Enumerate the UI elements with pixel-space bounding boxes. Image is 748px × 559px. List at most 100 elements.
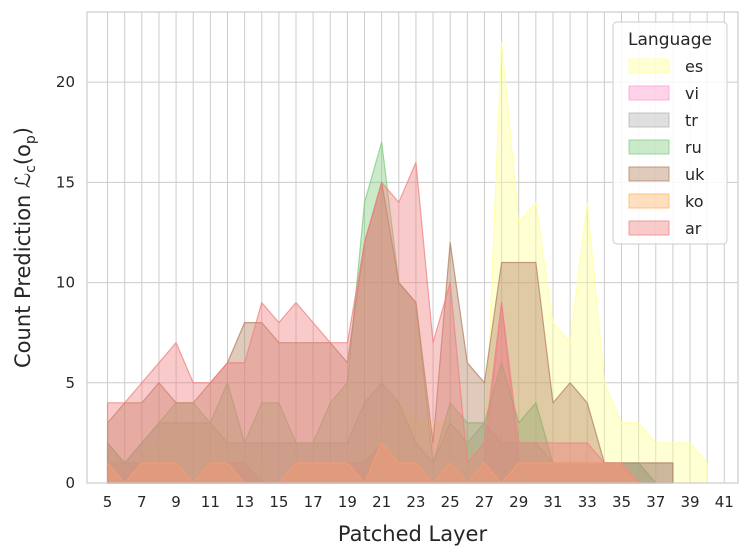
plot-frame [86, 11, 739, 484]
data-point-ar [124, 402, 125, 403]
data-point-ar [193, 382, 194, 383]
data-point-es [655, 442, 656, 443]
area-ko [106, 442, 640, 484]
legend-label: ko [685, 192, 703, 211]
data-point-ar [107, 402, 108, 403]
data-point-ar [330, 342, 331, 343]
y-tick-label: 5 [65, 374, 75, 392]
data-point-ar [244, 362, 245, 363]
data-point-es [707, 462, 708, 463]
legend-swatch [628, 166, 670, 182]
data-point-ar [535, 442, 536, 443]
data-point-uk [467, 362, 468, 363]
x-tick-label: 15 [269, 493, 288, 511]
y-tick-label: 20 [56, 73, 75, 91]
data-point-ar [175, 342, 176, 343]
series-areas [106, 41, 708, 484]
data-point-uk [638, 462, 639, 463]
x-tick-label: 23 [406, 493, 425, 511]
data-point-ar [295, 302, 296, 303]
data-point-ar [570, 442, 571, 443]
y-tick-label: 15 [56, 173, 75, 191]
data-point-ar [261, 302, 262, 303]
data-point-ar [227, 362, 228, 363]
data-point-ar [587, 442, 588, 443]
data-point-ar [467, 462, 468, 463]
x-tick-label: 37 [646, 493, 665, 511]
legend-label: ar [685, 219, 702, 238]
data-point-ar [621, 462, 622, 463]
data-point-es [518, 222, 519, 223]
data-point-ar [313, 322, 314, 323]
legend-item-uk: uk [628, 165, 705, 184]
data-point-es [638, 422, 639, 423]
x-tick-label: 17 [304, 493, 323, 511]
data-point-es [672, 442, 673, 443]
data-point-uk [587, 402, 588, 403]
legend-items: es vi tr ru uk ko ar [628, 57, 705, 238]
data-point-uk [450, 242, 451, 243]
x-tick-label: 5 [103, 493, 113, 511]
x-tick-label: 33 [578, 493, 597, 511]
data-point-ar [141, 382, 142, 383]
data-point-es [621, 422, 622, 423]
tick-labels: 5 7 9 11 13 15 17 19 21 23 25 27 29 31 33 35 37 39 41 0 5 10 1… [56, 73, 734, 511]
x-tick-label: 7 [137, 493, 147, 511]
data-point-es [587, 202, 588, 203]
data-point-ar [604, 462, 605, 463]
x-tick-label: 31 [543, 493, 562, 511]
x-tick-label: 9 [171, 493, 181, 511]
data-point-ar [552, 442, 553, 443]
series-ar [106, 161, 640, 484]
legend-swatch [628, 85, 670, 101]
data-point-ar [347, 342, 348, 343]
x-tick-label: 13 [235, 493, 254, 511]
legend-item-es: es [628, 57, 703, 76]
x-tick-label: 39 [680, 493, 699, 511]
legend-label: es [685, 57, 703, 76]
data-point-ar [484, 442, 485, 443]
x-tick-label: 21 [372, 493, 391, 511]
data-point-es [689, 442, 690, 443]
legend-swatch [628, 58, 670, 74]
legend-item-ko: ko [628, 192, 703, 211]
y-tick-label: 10 [56, 274, 75, 292]
legend-swatch [628, 193, 670, 209]
series-ko [106, 442, 640, 484]
data-point-uk [518, 262, 519, 263]
x-tick-label: 29 [509, 493, 528, 511]
data-point-ar [364, 242, 365, 243]
legend-swatch [628, 220, 670, 236]
data-point-ar [398, 202, 399, 203]
data-point-es [570, 342, 571, 343]
legend: Language es vi tr ru uk ko ar [612, 21, 728, 245]
x-tick-label: 27 [475, 493, 494, 511]
x-axis-title: Patched Layer [338, 522, 488, 546]
y-tick-label: 0 [65, 474, 75, 492]
data-point-uk [484, 382, 485, 383]
x-tick-label: 11 [201, 493, 220, 511]
legend-label: tr [685, 111, 698, 130]
data-point-ar [158, 362, 159, 363]
x-tick-label: 25 [441, 493, 460, 511]
legend-label: uk [685, 165, 705, 184]
data-point-es [604, 382, 605, 383]
data-point-es [552, 322, 553, 323]
data-point-es [501, 41, 502, 42]
data-point-uk [501, 262, 502, 263]
legend-title: Language [628, 30, 712, 50]
data-point-ru [381, 142, 382, 143]
data-point-ar [450, 282, 451, 283]
data-point-uk [552, 402, 553, 403]
data-point-ar [501, 302, 502, 303]
data-point-ar [415, 162, 416, 163]
data-point-uk [570, 382, 571, 383]
data-point-ar [518, 442, 519, 443]
data-point-uk [655, 462, 656, 463]
data-point-uk [672, 462, 673, 463]
data-point-ru [364, 202, 365, 203]
x-tick-label: 41 [715, 493, 734, 511]
data-point-ar [210, 382, 211, 383]
